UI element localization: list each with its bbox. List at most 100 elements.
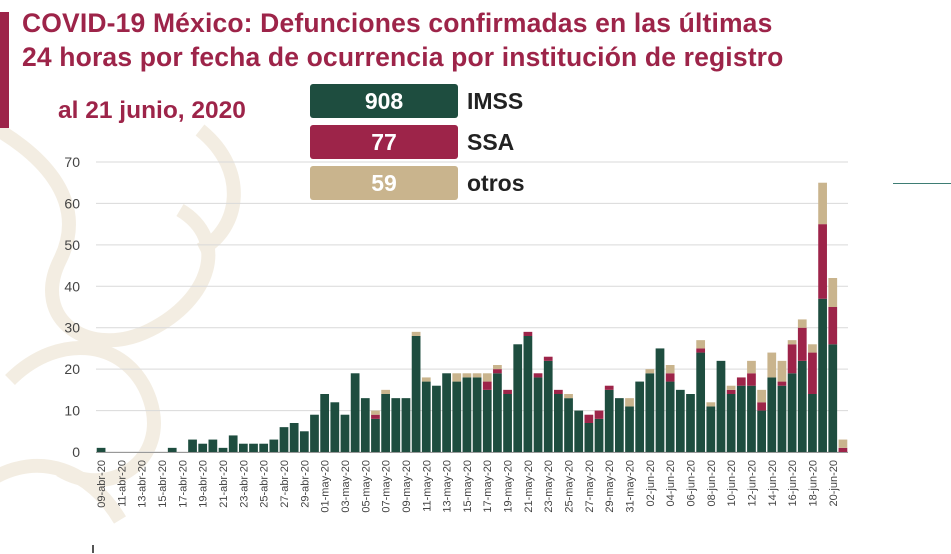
- bar-imss-14-jun-20: [767, 377, 777, 452]
- bar-imss-31-may-20: [625, 406, 634, 452]
- bar-imss-21-may-20: [523, 336, 533, 452]
- bar-otros-20-jun-20: [828, 278, 838, 307]
- legend-total-otros: 59: [310, 166, 458, 200]
- x-tick-label: 25-may-20: [564, 460, 576, 513]
- bar-imss-17-may-20: [482, 389, 492, 452]
- x-tick-label: 31-may-20: [625, 460, 637, 513]
- x-tick-label: 29-may-20: [604, 460, 616, 513]
- y-tick-label: 40: [64, 278, 80, 294]
- bar-otros-02-jun-20: [645, 369, 655, 374]
- bar-imss-17-jun-20: [797, 360, 807, 452]
- bar-otros-15-jun-20: [777, 360, 787, 382]
- x-tick-label: 14-jun-20: [767, 460, 779, 506]
- y-tick-label: 70: [64, 154, 80, 170]
- bar-imss-14-may-20: [452, 381, 462, 452]
- x-tick-label: 11-abr-20: [116, 460, 128, 507]
- x-tick-label: 16-jun-20: [787, 460, 799, 506]
- bar-otros-10-jun-20: [726, 385, 736, 390]
- bar-imss-29-may-20: [604, 389, 614, 452]
- bar-imss-16-jun-20: [787, 373, 797, 452]
- bar-otros-16-jun-20: [787, 340, 797, 345]
- y-tick-label: 50: [64, 237, 80, 253]
- x-tick-label: 06-jun-20: [685, 460, 697, 506]
- bar-imss-08-jun-20: [706, 406, 716, 452]
- bar-imss-22-may-20: [533, 377, 543, 452]
- bar-otros-16-may-20: [472, 373, 482, 378]
- x-tick-label: 11-may-20: [421, 460, 433, 512]
- bar-imss-11-may-20: [421, 381, 431, 452]
- bar-imss-07-jun-20: [696, 352, 706, 452]
- x-tick-label: 04-jun-20: [665, 460, 677, 506]
- bar-ssa-19-may-20: [503, 389, 512, 394]
- bar-imss-18-may-20: [493, 373, 502, 452]
- bar-imss-19-abr-20: [198, 443, 208, 452]
- bar-imss-09-abr-20: [96, 447, 106, 452]
- x-tick-label: 01-may-20: [320, 460, 332, 513]
- bar-otros-19-jun-20: [818, 182, 827, 225]
- bar-imss-18-jun-20: [808, 394, 817, 452]
- bar-imss-23-abr-20: [238, 443, 248, 452]
- bar-otros-18-jun-20: [808, 344, 817, 353]
- bar-ssa-24-may-20: [554, 389, 563, 394]
- bar-imss-02-may-20: [330, 402, 340, 452]
- legend-total-ssa: 77: [310, 125, 458, 159]
- x-tick-label: 15-may-20: [462, 460, 474, 513]
- page-title: COVID-19 México: Defunciones confirmadas…: [22, 6, 947, 74]
- bar-imss-10-may-20: [411, 336, 421, 452]
- bar-ssa-27-may-20: [584, 414, 594, 423]
- bar-imss-30-may-20: [614, 398, 624, 452]
- bar-imss-09-may-20: [401, 398, 411, 452]
- bar-imss-13-jun-20: [757, 410, 766, 452]
- bar-imss-25-abr-20: [259, 443, 269, 452]
- x-tick-label: 27-may-20: [584, 460, 596, 513]
- bar-ssa-11-jun-20: [736, 377, 746, 386]
- bar-imss-22-abr-20: [228, 435, 238, 452]
- bar-otros-13-jun-20: [757, 389, 766, 403]
- bar-ssa-18-jun-20: [808, 352, 817, 394]
- bar-ssa-16-jun-20: [787, 344, 797, 374]
- bar-otros-04-jun-20: [665, 365, 675, 374]
- bar-imss-26-may-20: [574, 410, 584, 452]
- x-tick-label: 17-may-20: [482, 460, 494, 513]
- bar-imss-16-abr-20: [167, 447, 177, 452]
- bar-ssa-21-may-20: [523, 331, 533, 336]
- bar-imss-18-abr-20: [188, 439, 197, 452]
- bar-ssa-07-jun-20: [696, 348, 706, 353]
- legend-label-otros: otros: [467, 170, 525, 196]
- bar-otros-10-may-20: [411, 331, 421, 336]
- bar-otros-07-may-20: [381, 389, 390, 394]
- bar-ssa-04-jun-20: [665, 373, 675, 382]
- bar-ssa-20-jun-20: [828, 307, 838, 345]
- bar-imss-15-jun-20: [777, 385, 787, 452]
- x-tick-label: 05-may-20: [360, 460, 372, 513]
- bar-imss-16-may-20: [472, 377, 482, 452]
- bar-imss-25-may-20: [564, 398, 573, 452]
- bar-ssa-23-may-20: [543, 356, 553, 361]
- x-tick-label: 21-abr-20: [218, 460, 230, 508]
- bar-imss-29-abr-20: [299, 431, 309, 452]
- x-tick-label: 25-abr-20: [259, 460, 271, 508]
- bar-otros-14-may-20: [452, 373, 462, 382]
- x-tick-label: 09-may-20: [401, 460, 413, 513]
- title-line-1: COVID-19 México: Defunciones confirmadas…: [22, 8, 773, 38]
- bar-imss-24-abr-20: [249, 443, 258, 452]
- x-tick-label: 21-may-20: [523, 460, 535, 513]
- bar-otros-21-jun-20: [838, 439, 848, 448]
- bar-imss-10-jun-20: [726, 394, 736, 452]
- x-tick-label: 07-may-20: [381, 460, 393, 513]
- bar-ssa-15-jun-20: [777, 381, 787, 386]
- bar-otros-17-jun-20: [797, 319, 807, 328]
- bar-imss-21-abr-20: [218, 447, 228, 452]
- x-tick-label: 12-jun-20: [746, 460, 758, 506]
- bar-otros-12-jun-20: [747, 360, 756, 374]
- bar-imss-20-jun-20: [828, 344, 838, 452]
- x-tick-label: 13-abr-20: [137, 460, 149, 508]
- cursor-mark: [92, 545, 94, 553]
- bar-ssa-13-jun-20: [757, 402, 766, 411]
- bar-ssa-19-jun-20: [818, 224, 827, 299]
- x-tick-label: 13-may-20: [442, 460, 454, 513]
- bar-otros-14-jun-20: [767, 352, 777, 378]
- bar-otros-31-may-20: [625, 398, 634, 407]
- bar-imss-03-may-20: [340, 414, 350, 452]
- bar-imss-23-may-20: [543, 360, 553, 452]
